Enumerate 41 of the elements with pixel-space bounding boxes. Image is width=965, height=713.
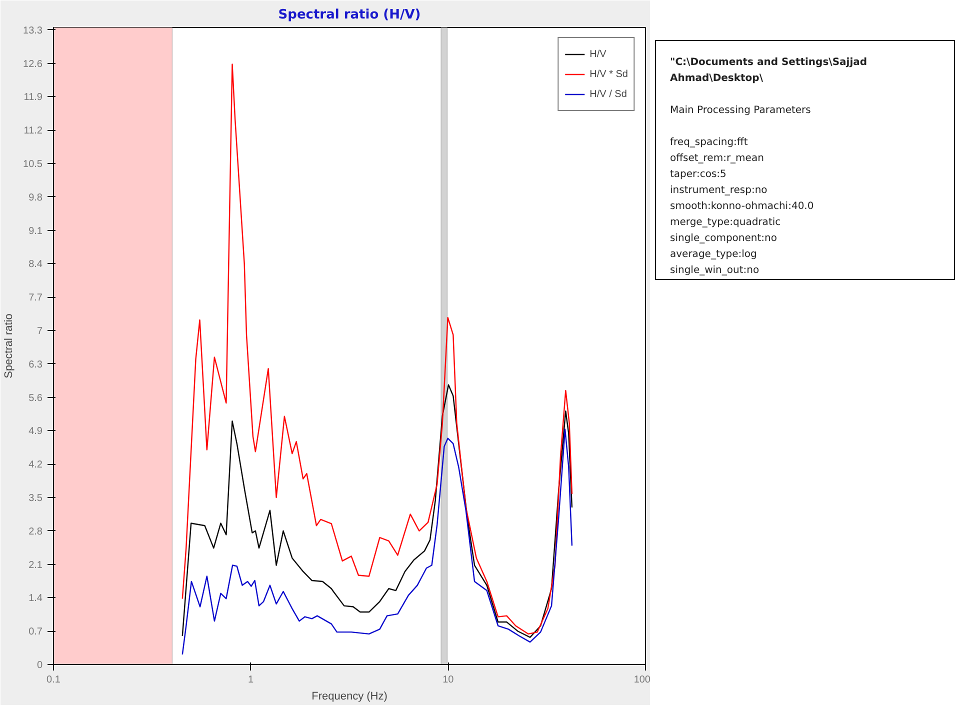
y-tick-label: 0.7 bbox=[28, 626, 43, 638]
legend-label: H/V / Sd bbox=[590, 88, 627, 100]
legend-label: H/V * Sd bbox=[590, 68, 628, 80]
y-tick-label: 12.6 bbox=[23, 58, 43, 70]
y-tick-label: 10.5 bbox=[23, 158, 43, 170]
text: instrument_resp:no bbox=[670, 185, 768, 196]
text: average_type:log bbox=[670, 249, 757, 260]
y-tick-label: 7 bbox=[36, 326, 43, 337]
y-tick-label: 11.2 bbox=[24, 126, 43, 137]
chart-title: Spectral ratio (H/V) bbox=[278, 8, 421, 22]
y-tick-label: 5.6 bbox=[28, 392, 43, 404]
y-axis-title: Spectral ratio bbox=[3, 314, 16, 378]
text: freq_spacing:fft bbox=[670, 137, 748, 148]
y-tick-label: 0 bbox=[36, 660, 43, 671]
x-tick-label: 1 bbox=[248, 674, 254, 686]
x-tick-label: 100 bbox=[634, 674, 651, 686]
text: offset_rem:r_mean bbox=[670, 153, 764, 164]
x-tick-label: 0.1 bbox=[46, 674, 61, 686]
y-tick-label: 9.8 bbox=[28, 192, 43, 204]
y-tick-label: 8.4 bbox=[28, 259, 43, 270]
y-tick-label: 1.4 bbox=[28, 593, 43, 604]
text: taper:cos:5 bbox=[670, 169, 726, 180]
y-tick-label: 2.1 bbox=[28, 560, 43, 571]
text: Main Processing Parameters bbox=[670, 105, 811, 116]
text: smooth:konno-ohmachi:40.0 bbox=[670, 201, 814, 212]
text: single_win_out:no bbox=[670, 265, 760, 276]
text: merge_type:quadratic bbox=[670, 217, 781, 228]
y-tick-label: 2.8 bbox=[28, 526, 43, 538]
y-tick-label: 4.2 bbox=[28, 460, 43, 471]
text: "C:\Documents and Settings\Sajjad Ahmad\Desktop\ bbox=[670, 57, 868, 84]
y-tick-label: 9.1 bbox=[28, 226, 43, 237]
y-tick-label: 7.7 bbox=[28, 292, 43, 304]
text: single_component:no bbox=[670, 233, 778, 244]
y-tick-label: 13.3 bbox=[23, 25, 43, 36]
legend-label: H/V bbox=[590, 48, 608, 60]
x-axis-title: Frequency (Hz) bbox=[312, 690, 388, 702]
x-tick-label: 10 bbox=[442, 674, 454, 686]
y-tick-label: 11.9 bbox=[24, 92, 43, 104]
y-tick-label: 3.5 bbox=[28, 492, 43, 504]
y-tick-label: 6.3 bbox=[28, 359, 43, 370]
y-tick-label: 4.9 bbox=[28, 426, 43, 438]
